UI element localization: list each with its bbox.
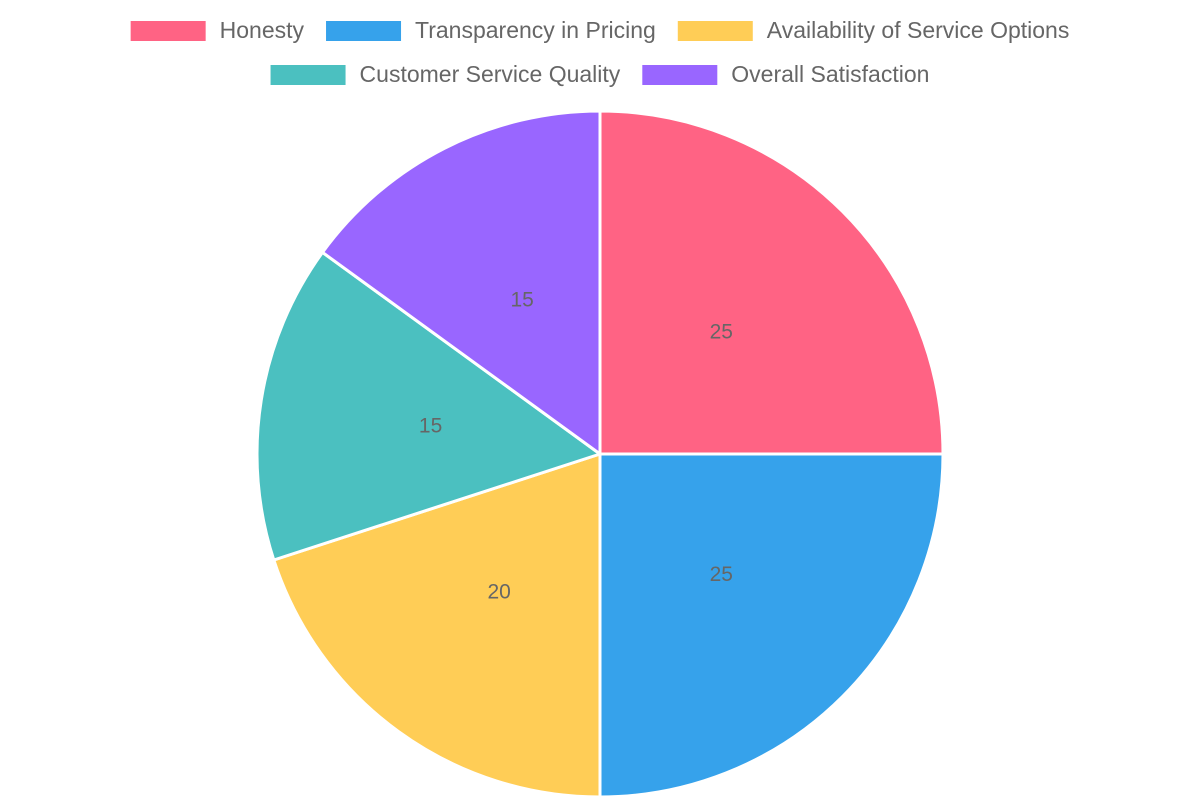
legend-swatch	[326, 21, 402, 41]
pie-slice	[320, 109, 602, 457]
value-label: 15	[510, 289, 533, 312]
legend-item: Transparency in Pricing	[326, 17, 656, 43]
value-label: 20	[488, 580, 511, 603]
legend-swatch	[130, 21, 206, 41]
value-label: 25	[710, 320, 733, 343]
pie-slice	[255, 250, 604, 562]
legend-label: Availability of Service Options	[767, 17, 1070, 43]
pie-slice	[598, 452, 945, 799]
legend-swatch	[270, 65, 346, 85]
legend-label: Honesty	[220, 17, 305, 43]
legend-item: Customer Service Quality	[270, 61, 621, 87]
pie-slice	[271, 451, 602, 799]
legend-item: Availability of Service Options	[677, 17, 1070, 43]
legend-item: Overall Satisfaction	[642, 61, 929, 87]
legend-swatch	[642, 65, 718, 85]
legend-label: Customer Service Quality	[360, 61, 621, 87]
legend-label: Overall Satisfaction	[731, 61, 929, 87]
value-label: 15	[419, 415, 442, 438]
legend-item: Honesty	[130, 17, 305, 43]
legend-label: Transparency in Pricing	[415, 17, 656, 43]
value-label: 25	[710, 563, 733, 586]
pie-slice	[598, 109, 945, 456]
legend-swatch	[677, 21, 753, 41]
